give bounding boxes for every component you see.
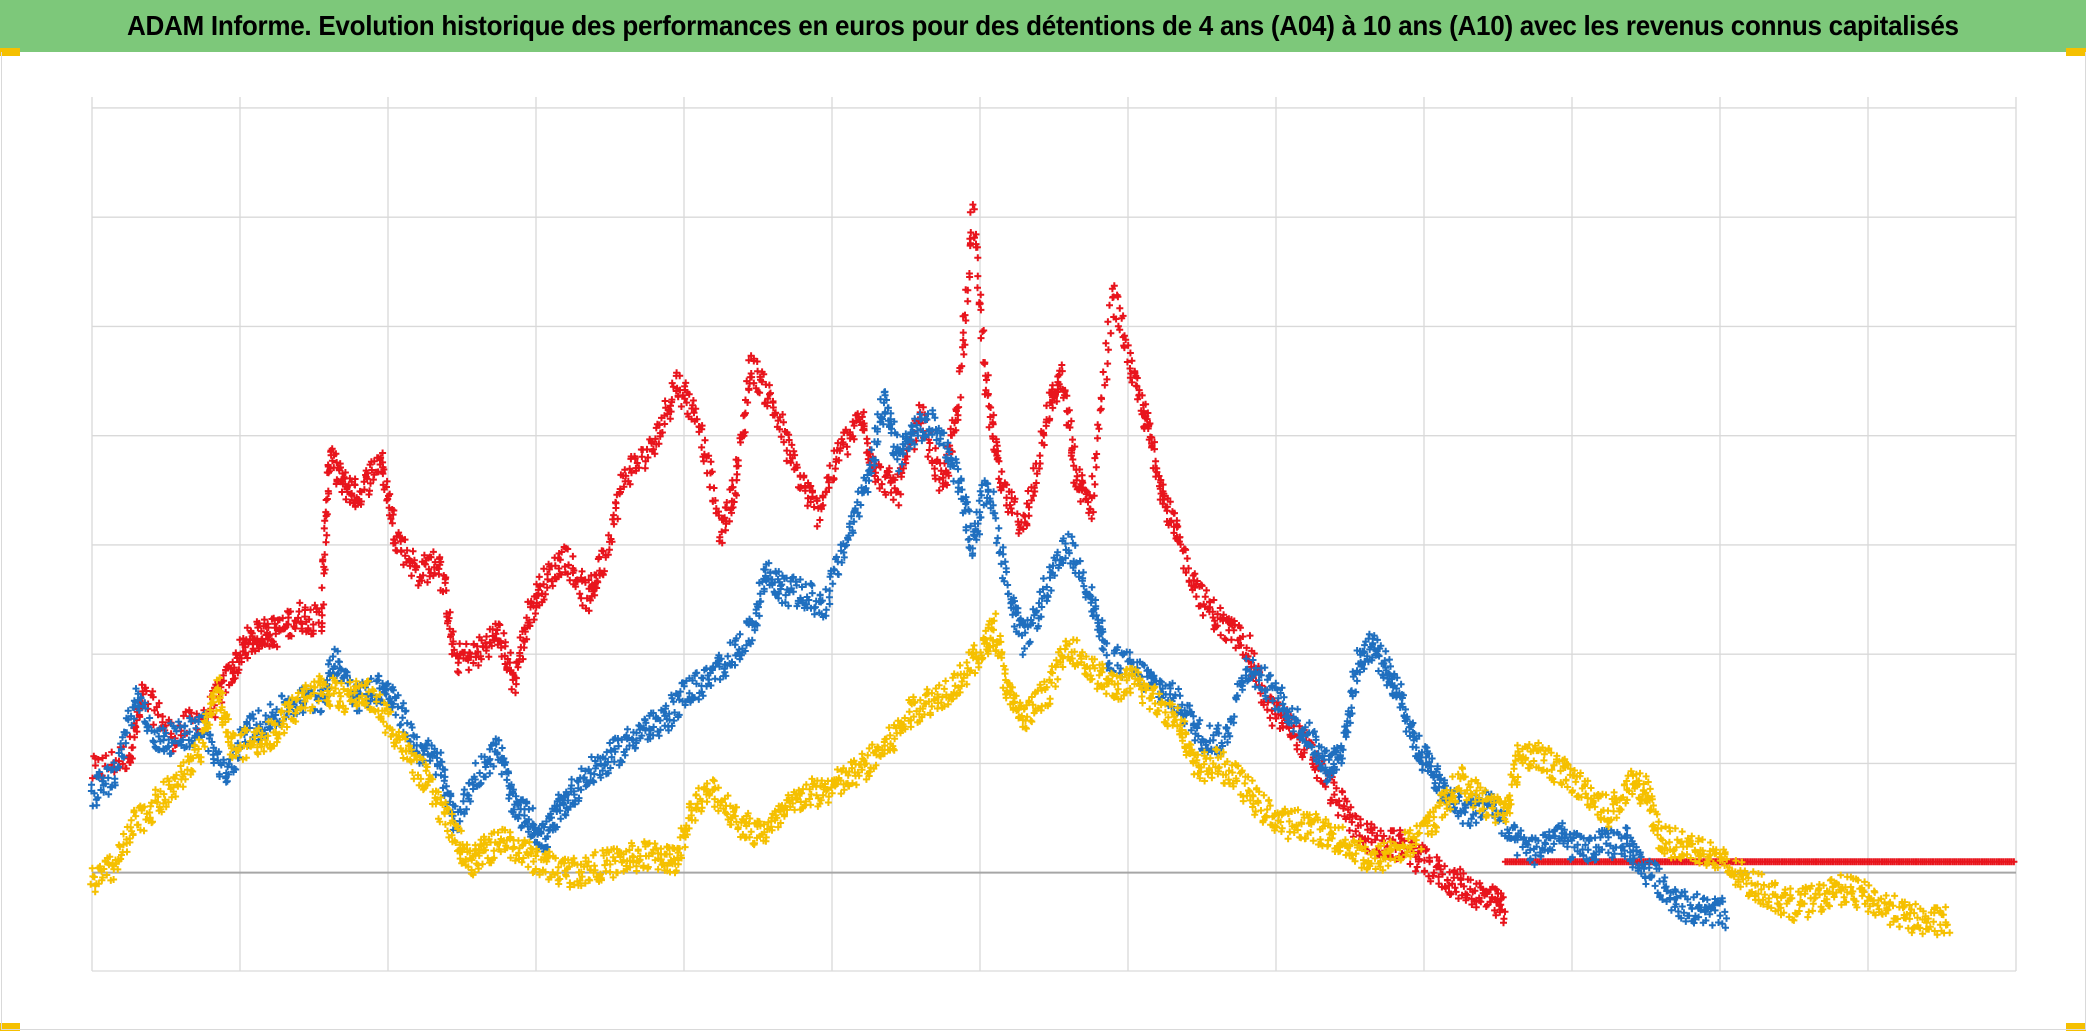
data-points	[87, 201, 2018, 939]
series-0	[89, 201, 1509, 927]
grid-lines	[91, 97, 2017, 972]
series-2	[87, 388, 1730, 932]
chart-title: ADAM Informe. Evolution historique des p…	[127, 10, 1959, 41]
corner-mark-top-right	[2066, 48, 2086, 56]
corner-mark-bottom-right	[2066, 1023, 2086, 1031]
series-1-markers	[1501, 858, 2018, 866]
series-3	[87, 610, 1954, 939]
series-0-markers	[89, 201, 1509, 927]
corner-mark-bottom-left	[0, 1023, 20, 1031]
series-1	[1501, 858, 2018, 866]
title-bar: ADAM Informe. Evolution historique des p…	[0, 0, 2086, 52]
series-3-markers	[87, 610, 1954, 939]
series-2-markers	[87, 388, 1730, 932]
corner-mark-top-left	[0, 48, 20, 56]
